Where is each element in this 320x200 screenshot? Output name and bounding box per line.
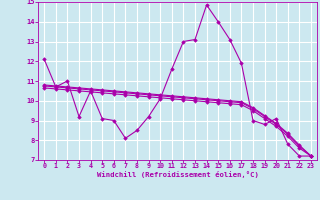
X-axis label: Windchill (Refroidissement éolien,°C): Windchill (Refroidissement éolien,°C) [97,171,259,178]
